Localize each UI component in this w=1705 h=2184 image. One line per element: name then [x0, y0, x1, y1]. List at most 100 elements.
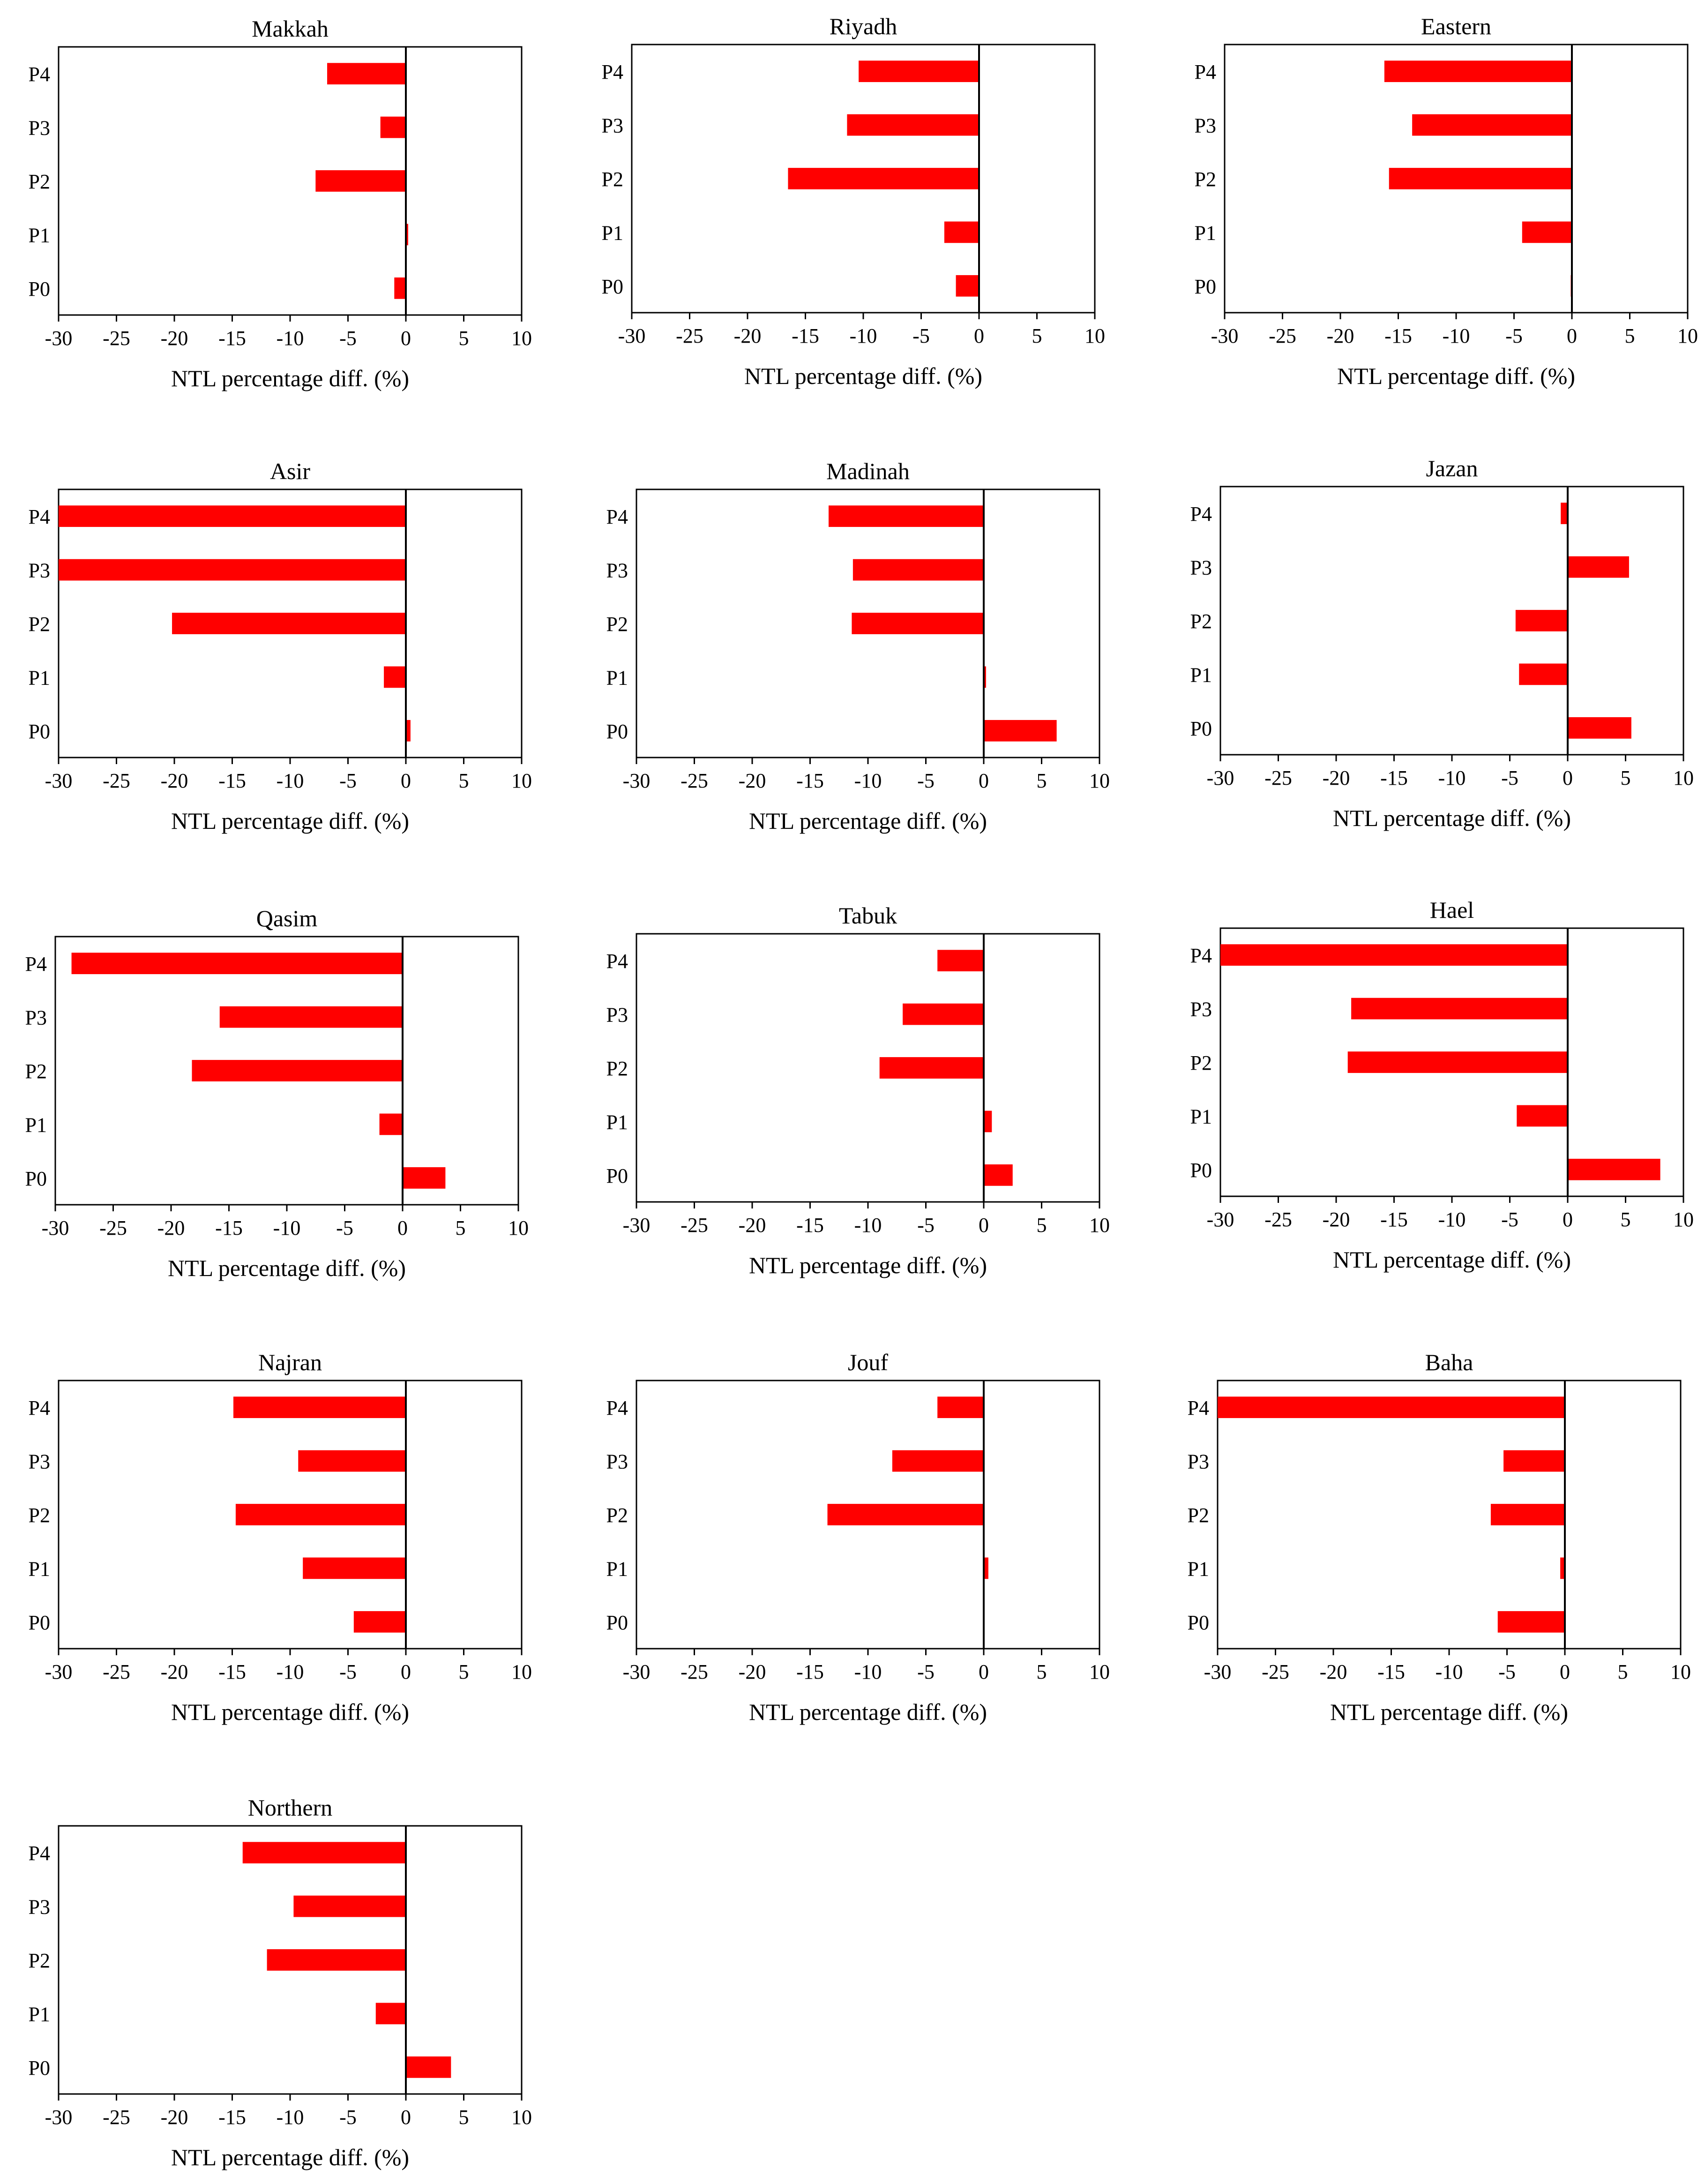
bar-p0	[984, 720, 1057, 742]
bar-p1	[944, 221, 979, 243]
bar-p0	[984, 1164, 1013, 1186]
category-label-p2: P2	[29, 170, 50, 193]
bar-p2	[879, 1057, 984, 1079]
category-label-p2: P2	[29, 1949, 50, 1972]
x-tick-label: 10	[1670, 1660, 1691, 1683]
category-label-p4: P4	[1190, 944, 1212, 967]
category-label-p2: P2	[29, 613, 50, 636]
x-tick-label: 5	[459, 769, 469, 792]
x-tick-label: -15	[1384, 324, 1412, 347]
x-tick-label: 10	[1089, 1214, 1110, 1237]
panel-title: Makkah	[252, 15, 329, 42]
panel-jouf: P4 P3 P2 P1 P0 -30 -25 -20 -15 -10 -5 0 5 10 Jouf NTL p…	[606, 1349, 1110, 1725]
panel-baha: P4 P3 P2 P1 P0 -30 -25 -20 -15 -10 -5 0 5 10 Baha NTL p…	[1188, 1349, 1691, 1725]
panel-northern: P4 P3 P2 P1 P0 -30 -25 -20 -15 -10 -5 0 5 10 Northern N…	[29, 1794, 532, 2170]
category-label-p4: P4	[1190, 503, 1212, 525]
bar-p2	[788, 168, 979, 189]
bar-p2	[1515, 610, 1568, 631]
category-label-p4: P4	[606, 1396, 628, 1419]
panel-tabuk: P4 P3 P2 P1 P0 -30 -25 -20 -15 -10 -5 0 5 10 Tabuk NTL …	[606, 902, 1110, 1278]
x-tick-label: -20	[161, 1660, 188, 1683]
bar-p3	[1568, 556, 1629, 578]
x-tick-label: -10	[854, 1660, 882, 1683]
category-label-p3: P3	[1195, 114, 1216, 137]
bar-p4	[71, 953, 403, 975]
x-tick-label: 5	[1032, 324, 1042, 347]
x-tick-label: 5	[459, 1660, 469, 1683]
category-label-p0: P0	[29, 1611, 50, 1634]
category-label-p3: P3	[29, 559, 50, 582]
category-label-p1: P1	[602, 221, 623, 244]
plot-frame	[636, 933, 1100, 1203]
x-tick-label: -15	[218, 769, 246, 792]
bar-p3	[1503, 1450, 1565, 1472]
x-tick-label: -20	[739, 1214, 766, 1237]
bar-p2	[192, 1060, 403, 1081]
x-tick-label: -5	[917, 769, 935, 792]
category-label-p1: P1	[1195, 221, 1216, 244]
x-tick-label: 0	[979, 1660, 989, 1683]
panel-eastern: P4 P3 P2 P1 P0 -30 -25 -20 -15 -10 -5 0 5 10 Eastern NT…	[1195, 13, 1698, 389]
x-tick-label: 0	[397, 1216, 408, 1239]
bar-p3	[892, 1450, 984, 1472]
category-label-p4: P4	[29, 505, 50, 528]
x-tick-label: -5	[339, 769, 357, 792]
category-label-p4: P4	[606, 505, 628, 528]
bar-p1	[1560, 1557, 1565, 1579]
x-tick-label: 10	[511, 327, 532, 350]
x-tick-label: -15	[796, 1214, 824, 1237]
x-tick-label: -5	[339, 1660, 357, 1683]
x-tick-label: -25	[1262, 1660, 1289, 1683]
x-tick-label: -5	[917, 1660, 935, 1683]
bar-p0	[1497, 1611, 1565, 1633]
x-tick-label: 5	[1037, 1214, 1047, 1237]
category-label-p2: P2	[29, 1504, 50, 1527]
x-tick-label: -10	[277, 327, 304, 350]
x-tick-label: -20	[1320, 1660, 1347, 1683]
panel-title: Jouf	[848, 1349, 888, 1375]
x-tick-label: -5	[917, 1214, 935, 1237]
x-tick-label: 5	[1618, 1660, 1628, 1683]
bar-p1	[984, 1557, 988, 1579]
plot-frame	[1219, 486, 1684, 756]
category-label-p4: P4	[1188, 1396, 1209, 1419]
x-tick-label: -25	[103, 2106, 130, 2129]
bar-p4	[859, 60, 979, 83]
category-label-p1: P1	[1190, 663, 1212, 686]
x-tick-label: 0	[401, 2106, 411, 2129]
x-tick-label: -15	[215, 1216, 243, 1239]
x-tick-label: -30	[45, 327, 73, 350]
x-tick-label: -20	[161, 2106, 188, 2129]
bar-p2	[1389, 168, 1572, 189]
x-tick-label: -15	[1377, 1660, 1405, 1683]
x-axis-label: NTL percentage diff. (%)	[1330, 1699, 1568, 1725]
x-tick-label: 0	[1560, 1660, 1570, 1683]
category-label-p2: P2	[602, 168, 623, 191]
x-tick-label: 10	[1084, 324, 1105, 347]
bar-p3	[1351, 998, 1568, 1020]
x-tick-label: 0	[1563, 766, 1573, 789]
x-tick-label: -25	[1264, 1208, 1292, 1231]
panel-title: Jazan	[1426, 455, 1478, 481]
x-tick-label: 10	[1089, 769, 1110, 792]
x-tick-label: -10	[854, 769, 882, 792]
bar-p4	[937, 950, 984, 972]
x-tick-label: -20	[734, 324, 762, 347]
x-tick-label: -20	[1323, 1208, 1350, 1231]
x-axis-label: NTL percentage diff. (%)	[1333, 805, 1571, 831]
panel-hael: P4 P3 P2 P1 P0 -30 -25 -20 -15 -10 -5 0 5 10 Hael NTL p…	[1190, 897, 1694, 1273]
x-tick-label: -5	[912, 324, 930, 347]
category-label-p1: P1	[29, 1557, 50, 1580]
x-tick-label: -5	[1505, 324, 1523, 347]
x-tick-label: -5	[1501, 766, 1518, 789]
x-tick-label: -25	[681, 769, 708, 792]
x-axis-label: NTL percentage diff. (%)	[749, 1252, 987, 1278]
category-label-p4: P4	[25, 953, 47, 976]
category-label-p3: P3	[29, 117, 50, 140]
category-label-p0: P0	[1190, 717, 1212, 740]
x-tick-label: -20	[157, 1216, 185, 1239]
x-tick-label: 5	[1621, 766, 1631, 789]
x-axis-label: NTL percentage diff. (%)	[171, 808, 409, 834]
bar-p1	[384, 666, 406, 688]
